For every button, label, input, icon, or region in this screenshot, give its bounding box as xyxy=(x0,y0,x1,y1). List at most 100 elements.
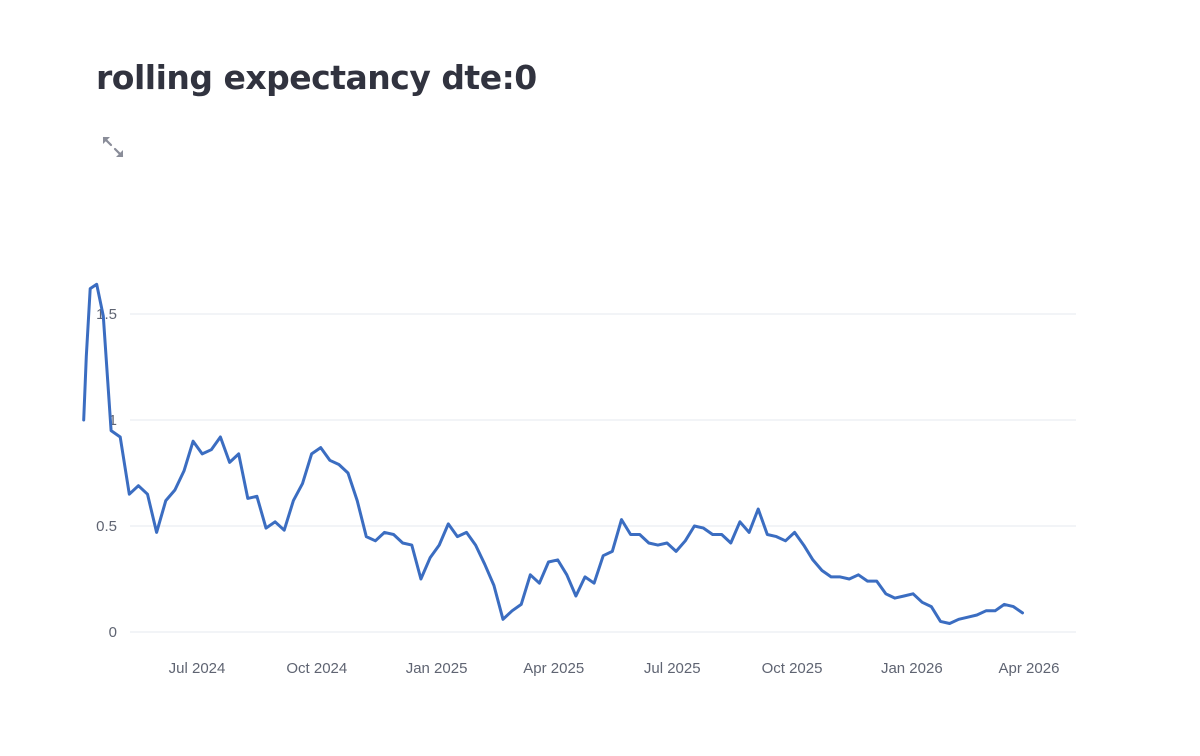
data-point[interactable] xyxy=(719,532,725,538)
data-point[interactable] xyxy=(628,532,634,538)
data-point[interactable] xyxy=(327,457,333,463)
data-point[interactable] xyxy=(837,574,843,580)
data-point[interactable] xyxy=(1010,604,1016,610)
data-point[interactable] xyxy=(254,493,260,499)
data-point[interactable] xyxy=(892,595,898,601)
data-point[interactable] xyxy=(746,529,752,535)
data-point[interactable] xyxy=(609,548,615,554)
data-point[interactable] xyxy=(938,618,944,624)
data-point[interactable] xyxy=(728,540,734,546)
data-point[interactable] xyxy=(509,608,515,614)
data-point[interactable] xyxy=(637,532,643,538)
data-point[interactable] xyxy=(773,534,779,540)
data-point[interactable] xyxy=(482,561,488,567)
data-point[interactable] xyxy=(391,532,397,538)
data-point[interactable] xyxy=(281,527,287,533)
data-point[interactable] xyxy=(600,553,606,559)
data-point[interactable] xyxy=(263,525,269,531)
data-point[interactable] xyxy=(145,491,151,497)
data-point[interactable] xyxy=(190,438,196,444)
data-point[interactable] xyxy=(199,451,205,457)
data-point[interactable] xyxy=(81,417,87,423)
data-point[interactable] xyxy=(983,608,989,614)
data-point[interactable] xyxy=(83,353,89,359)
data-point[interactable] xyxy=(418,576,424,582)
data-point[interactable] xyxy=(783,538,789,544)
data-point[interactable] xyxy=(691,523,697,529)
data-point[interactable] xyxy=(883,591,889,597)
data-point[interactable] xyxy=(846,576,852,582)
data-point[interactable] xyxy=(710,532,716,538)
data-point[interactable] xyxy=(582,574,588,580)
data-point[interactable] xyxy=(701,525,707,531)
data-point[interactable] xyxy=(974,612,980,618)
data-point[interactable] xyxy=(737,519,743,525)
data-point[interactable] xyxy=(154,529,160,535)
data-point[interactable] xyxy=(828,574,834,580)
data-point[interactable] xyxy=(910,591,916,597)
data-point[interactable] xyxy=(664,540,670,546)
data-point[interactable] xyxy=(956,616,962,622)
data-point[interactable] xyxy=(309,451,315,457)
data-point[interactable] xyxy=(1020,610,1026,616)
data-point[interactable] xyxy=(94,281,100,287)
data-point[interactable] xyxy=(108,428,114,434)
data-point[interactable] xyxy=(354,498,360,504)
data-point[interactable] xyxy=(673,548,679,554)
data-point[interactable] xyxy=(163,498,169,504)
data-point[interactable] xyxy=(318,445,324,451)
data-point[interactable] xyxy=(87,286,93,292)
data-point[interactable] xyxy=(546,559,552,565)
data-point[interactable] xyxy=(865,578,871,584)
data-point[interactable] xyxy=(655,542,661,548)
data-point[interactable] xyxy=(473,542,479,548)
data-point[interactable] xyxy=(682,538,688,544)
data-point[interactable] xyxy=(855,572,861,578)
data-point[interactable] xyxy=(564,572,570,578)
data-point[interactable] xyxy=(117,434,123,440)
data-point[interactable] xyxy=(135,483,141,489)
data-point[interactable] xyxy=(1001,601,1007,607)
data-point[interactable] xyxy=(619,517,625,523)
data-point[interactable] xyxy=(464,529,470,535)
data-point[interactable] xyxy=(208,447,214,453)
data-point[interactable] xyxy=(810,557,816,563)
data-point[interactable] xyxy=(536,580,542,586)
data-point[interactable] xyxy=(500,616,506,622)
data-point[interactable] xyxy=(126,491,132,497)
data-point[interactable] xyxy=(792,529,798,535)
data-point[interactable] xyxy=(382,529,388,535)
data-point[interactable] xyxy=(436,542,442,548)
data-point[interactable] xyxy=(573,593,579,599)
data-point[interactable] xyxy=(290,498,296,504)
data-point[interactable] xyxy=(764,532,770,538)
data-point[interactable] xyxy=(819,568,825,574)
data-point[interactable] xyxy=(919,599,925,605)
data-point[interactable] xyxy=(345,470,351,476)
data-point[interactable] xyxy=(646,540,652,546)
data-point[interactable] xyxy=(427,555,433,561)
data-point[interactable] xyxy=(245,495,251,501)
data-point[interactable] xyxy=(965,614,971,620)
data-point[interactable] xyxy=(272,519,278,525)
data-point[interactable] xyxy=(454,534,460,540)
data-point[interactable] xyxy=(400,540,406,546)
data-point[interactable] xyxy=(227,459,233,465)
data-point[interactable] xyxy=(363,534,369,540)
data-point[interactable] xyxy=(236,451,242,457)
data-point[interactable] xyxy=(300,481,306,487)
data-point[interactable] xyxy=(928,604,934,610)
data-point[interactable] xyxy=(992,608,998,614)
data-point[interactable] xyxy=(100,313,106,319)
data-point[interactable] xyxy=(518,601,524,607)
data-point[interactable] xyxy=(445,521,451,527)
data-point[interactable] xyxy=(217,434,223,440)
data-point[interactable] xyxy=(372,538,378,544)
data-point[interactable] xyxy=(491,582,497,588)
data-point[interactable] xyxy=(801,542,807,548)
data-point[interactable] xyxy=(181,468,187,474)
data-point[interactable] xyxy=(336,462,342,468)
fullscreen-button[interactable] xyxy=(100,134,126,160)
data-point[interactable] xyxy=(947,621,953,627)
data-point[interactable] xyxy=(527,572,533,578)
